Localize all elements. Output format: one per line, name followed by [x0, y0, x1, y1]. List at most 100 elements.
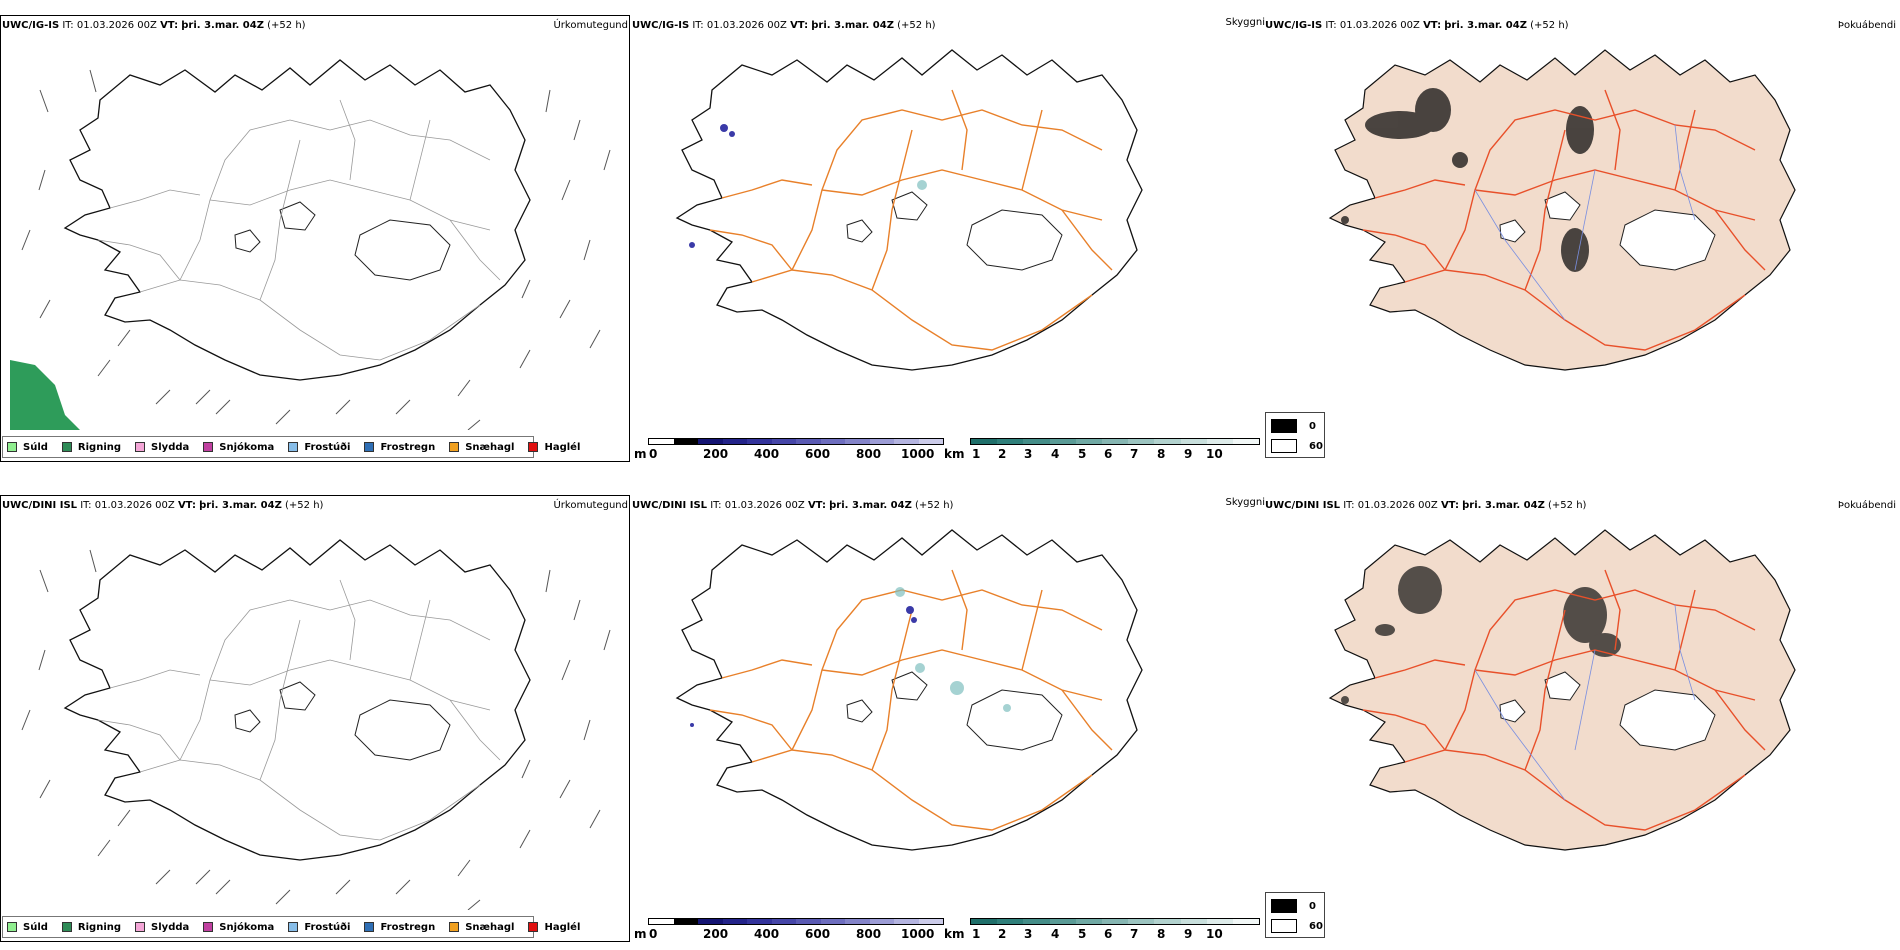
it-label: IT: — [710, 500, 722, 511]
legend-swatch — [203, 922, 214, 932]
vt-value: þri. 3.mar. 04Z — [829, 500, 912, 511]
fog-label: Þokuábendi — [1837, 500, 1896, 511]
roads — [709, 89, 1113, 351]
fog-map — [1329, 529, 1796, 851]
model-name: UWC/DINI ISL — [2, 500, 78, 511]
height-tick: 200 — [703, 447, 729, 461]
vt-label: VT: — [790, 20, 809, 31]
visibility-panel: UWC/DINI ISL IT: 01.03.2026 00Z VT: þri.… — [632, 480, 1265, 950]
legend-swatch — [288, 922, 299, 932]
legend-item: Snæhagl — [449, 922, 514, 933]
it-value: 01.03.2026 00Z — [1339, 20, 1420, 31]
vt-value: þri. 3.mar. 04Z — [1462, 500, 1545, 511]
legend-swatch — [364, 442, 375, 452]
precip-type-label: Úrkomutegund — [553, 500, 628, 511]
coastline — [64, 59, 531, 381]
legend-item: Rigning — [61, 921, 122, 933]
legend-swatch — [528, 442, 539, 452]
lead-time: (+52 h) — [1530, 20, 1569, 31]
glacier-outline — [279, 681, 316, 711]
vt-value: þri. 3.mar. 04Z — [811, 20, 894, 31]
fog-key-row: 60 — [1271, 439, 1323, 453]
glacier-outline — [966, 209, 1063, 271]
legend-item: Snjókoma — [203, 922, 274, 933]
height-tick: 600 — [805, 927, 831, 941]
panel-title: UWC/DINI ISL IT: 01.03.2026 00Z VT: þri.… — [1265, 500, 1586, 511]
visibility-tick: 7 — [1130, 927, 1139, 941]
fog-key: 0 60 — [1265, 892, 1325, 938]
vt-value: þri. 3.mar. 04Z — [181, 20, 264, 31]
model-name: UWC/DINI ISL — [632, 500, 708, 511]
it-label: IT: — [1343, 500, 1355, 511]
rivers — [1474, 604, 1696, 801]
fog-panel: UWC/IG-IS IT: 01.03.2026 00Z VT: þri. 3.… — [1265, 0, 1900, 470]
legend-item: Haglél — [528, 442, 580, 453]
legend-swatch — [135, 442, 146, 452]
vt-label: VT: — [177, 500, 196, 511]
forecast-row-bottom: UWC/DINI ISL IT: 01.03.2026 00Z VT: þri.… — [0, 480, 1900, 950]
visibility-colorbar-strip — [970, 438, 1260, 445]
panel-title: UWC/DINI ISL IT: 01.03.2026 00Z VT: þri.… — [632, 500, 953, 511]
legend-label: Frostregn — [380, 921, 436, 933]
legend-item: Snjókoma — [203, 442, 274, 453]
rain-area — [10, 360, 80, 430]
visibility-map — [676, 49, 1143, 371]
glacier-outline — [846, 699, 873, 723]
legend-swatch — [61, 442, 72, 452]
height-tick: 400 — [754, 447, 780, 461]
visibility-tick: 3 — [1024, 447, 1033, 461]
it-value: 01.03.2026 00Z — [94, 500, 175, 511]
fog-key-label: 0 — [1309, 420, 1316, 432]
low-visibility — [895, 587, 1011, 712]
glacier-outline — [354, 219, 451, 281]
visibility-label: Skyggni — [1225, 17, 1265, 28]
glacier-outline — [891, 671, 928, 701]
model-name: UWC/IG-IS — [1265, 20, 1323, 31]
vt-value: þri. 3.mar. 04Z — [1444, 20, 1527, 31]
precip-type-label: Úrkomutegund — [553, 20, 628, 31]
visibility-tick: 6 — [1104, 447, 1113, 461]
fog-label: Þokuábendi — [1837, 20, 1896, 31]
legend-item: Slydda — [135, 442, 189, 453]
panel-title: UWC/IG-IS IT: 01.03.2026 00Z VT: þri. 3.… — [632, 20, 936, 31]
coastline — [676, 529, 1143, 851]
legend-label: Frostúði — [304, 441, 351, 453]
legend-swatch — [135, 922, 146, 932]
lead-time: (+52 h) — [285, 500, 324, 511]
height-unit: m — [634, 927, 647, 941]
legend-swatch — [203, 442, 214, 452]
visibility-label: Skyggni — [1225, 497, 1265, 508]
visibility-tick: 3 — [1024, 927, 1033, 941]
fog-key-swatch — [1271, 899, 1297, 913]
precip-type-panel: UWC/IG-IS IT: 01.03.2026 00Z VT: þri. 3.… — [0, 0, 632, 470]
wind-barbs — [21, 549, 611, 910]
it-value: 01.03.2026 00Z — [724, 500, 805, 511]
panel-frame — [0, 495, 630, 942]
low-visibility — [917, 180, 927, 190]
height-tick: 800 — [856, 927, 882, 941]
height-tick: 0 — [649, 447, 658, 461]
fog-key-swatch — [1271, 919, 1297, 933]
lead-time: (+52 h) — [915, 500, 954, 511]
legend-item: Súld — [7, 922, 48, 933]
model-name: UWC/IG-IS — [632, 20, 690, 31]
legend-item: Súld — [7, 442, 48, 453]
vt-label: VT: — [807, 500, 826, 511]
high-terrain — [690, 606, 917, 727]
legend-label: Slydda — [151, 441, 190, 453]
legend-item: Rigning — [61, 442, 121, 453]
visibility-tick: 9 — [1184, 927, 1193, 941]
legend-label: Rigning — [77, 921, 122, 933]
glacier-outline — [846, 219, 873, 243]
visibility-tick: 4 — [1051, 927, 1060, 941]
visibility-tick: 7 — [1130, 447, 1139, 461]
panel-title: UWC/DINI ISL IT: 01.03.2026 00Z VT: þri.… — [2, 500, 323, 511]
visibility-map — [676, 529, 1143, 851]
lead-time: (+52 h) — [267, 20, 306, 31]
visibility-tick: 2 — [998, 447, 1007, 461]
roads — [97, 579, 501, 841]
vt-value: þri. 3.mar. 04Z — [199, 500, 282, 511]
model-name: UWC/DINI ISL — [1265, 500, 1341, 511]
it-label: IT: — [62, 20, 74, 31]
height-tick: 600 — [805, 447, 831, 461]
